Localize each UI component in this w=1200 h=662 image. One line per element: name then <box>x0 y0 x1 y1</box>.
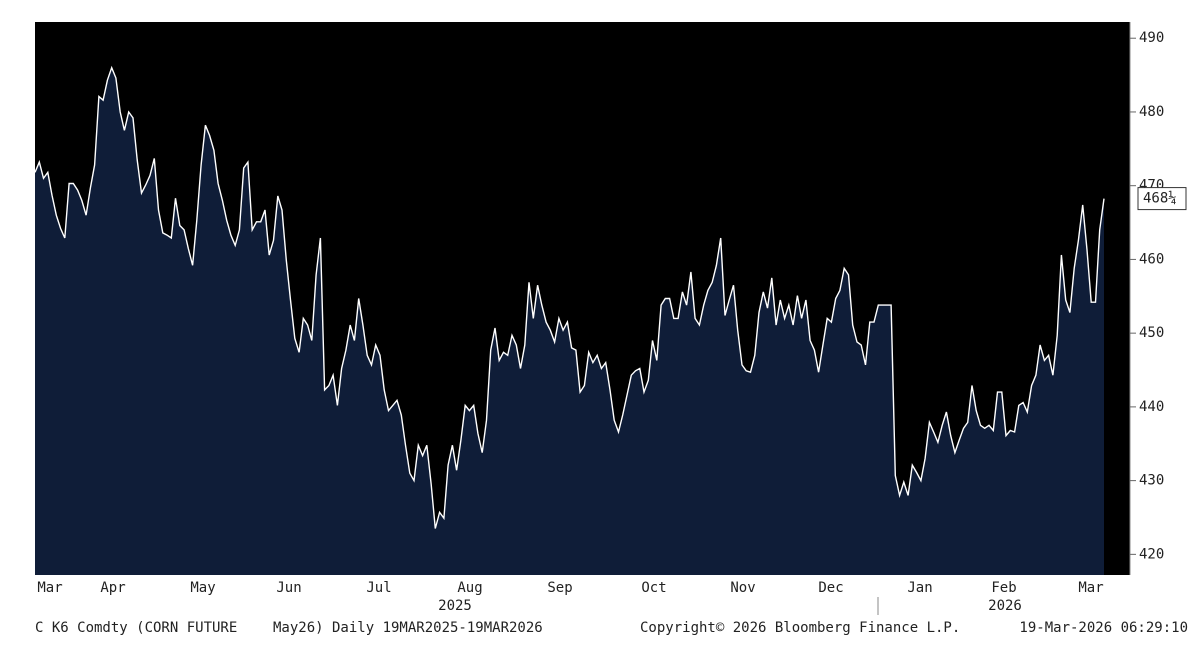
last-value-box <box>1137 187 1187 211</box>
footer-text: 19-Mar-2026 06:29:10 <box>1019 620 1188 636</box>
y-tick-label: 440 <box>1139 399 1164 415</box>
x-tick-label: May <box>190 580 215 596</box>
y-tick-label: 460 <box>1139 251 1164 267</box>
x-tick-label: Aug <box>457 580 482 596</box>
x-tick-label: Feb <box>991 580 1016 596</box>
line <box>34 65 1105 529</box>
y-tick-label: 420 <box>1139 546 1164 562</box>
y-tick-label: 430 <box>1139 473 1164 489</box>
x-tick-label: Dec <box>818 580 843 596</box>
x-tick-label: Mar <box>37 580 62 596</box>
x-tick-label: Nov <box>730 580 755 596</box>
x-tick-label: Sep <box>547 580 572 596</box>
x-tick-label: Mar <box>1078 580 1103 596</box>
last-value-label: 468¼ <box>1143 191 1177 207</box>
x-tick-label: Jan <box>907 580 932 596</box>
x-tick-label: Jul <box>366 580 391 596</box>
footer-text: May26) Daily 19MAR2025-19MAR2026 <box>273 620 543 636</box>
y-tick-label: 490 <box>1139 30 1164 46</box>
year-label: 2026 <box>988 598 1022 614</box>
x-tick-label: Oct <box>641 580 666 596</box>
x-tick-label: Jun <box>276 580 301 596</box>
y-tick-label: 450 <box>1139 325 1164 341</box>
footer-text: Copyright© 2026 Bloomberg Finance L.P. <box>640 620 960 636</box>
x-tick-label: Apr <box>100 580 125 596</box>
y-tick-label: 480 <box>1139 104 1164 120</box>
area <box>35 67 1104 575</box>
year-label: 2025 <box>438 598 472 614</box>
footer-text: C K6 Comdty (CORN FUTURE <box>35 620 237 636</box>
